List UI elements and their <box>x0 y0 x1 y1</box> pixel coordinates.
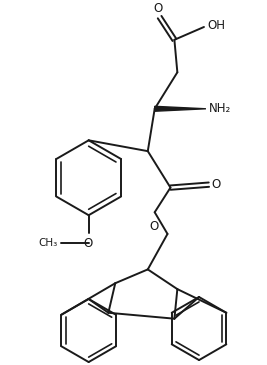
Text: O: O <box>149 220 158 233</box>
Text: OH: OH <box>207 19 225 32</box>
Polygon shape <box>155 106 206 111</box>
Text: NH₂: NH₂ <box>209 102 231 115</box>
Text: O: O <box>153 2 162 15</box>
Text: O: O <box>212 178 221 191</box>
Text: O: O <box>83 237 92 250</box>
Text: CH₃: CH₃ <box>39 238 58 248</box>
